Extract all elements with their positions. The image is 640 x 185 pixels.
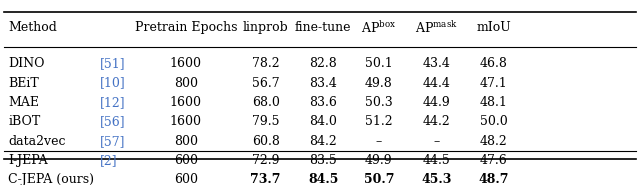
Text: 44.4: 44.4 (422, 77, 450, 90)
Text: 83.4: 83.4 (309, 77, 337, 90)
Text: linprob: linprob (243, 21, 289, 34)
Text: –: – (376, 135, 382, 148)
Text: 1600: 1600 (170, 115, 202, 128)
Text: 48.2: 48.2 (480, 135, 508, 148)
Text: [56]: [56] (100, 115, 125, 128)
Text: data2vec: data2vec (8, 135, 66, 148)
Text: 50.1: 50.1 (365, 57, 392, 70)
Text: 79.5: 79.5 (252, 115, 280, 128)
Text: 43.4: 43.4 (422, 57, 450, 70)
Text: BEiT: BEiT (8, 77, 39, 90)
Text: 51.2: 51.2 (365, 115, 392, 128)
Text: 1600: 1600 (170, 96, 202, 109)
Text: 1600: 1600 (170, 57, 202, 70)
Text: Pretrain Epochs: Pretrain Epochs (134, 21, 237, 34)
Text: 49.9: 49.9 (365, 154, 392, 167)
Text: 84.0: 84.0 (309, 115, 337, 128)
Text: 45.3: 45.3 (421, 173, 451, 185)
Text: 600: 600 (174, 173, 198, 185)
Text: I-JEPA: I-JEPA (8, 154, 48, 167)
Text: 44.9: 44.9 (422, 96, 450, 109)
Text: 73.7: 73.7 (250, 173, 281, 185)
Text: 68.0: 68.0 (252, 96, 280, 109)
Text: 48.1: 48.1 (480, 96, 508, 109)
Text: 83.5: 83.5 (309, 154, 337, 167)
Text: 600: 600 (174, 154, 198, 167)
Text: 72.9: 72.9 (252, 154, 280, 167)
Text: 56.7: 56.7 (252, 77, 280, 90)
Text: mIoU: mIoU (476, 21, 511, 34)
Text: [2]: [2] (100, 154, 117, 167)
Text: 84.5: 84.5 (308, 173, 339, 185)
Text: [57]: [57] (100, 135, 125, 148)
Text: 46.8: 46.8 (480, 57, 508, 70)
Text: 44.5: 44.5 (422, 154, 450, 167)
Text: AP$^{\rm box}$: AP$^{\rm box}$ (361, 20, 396, 36)
Text: 84.2: 84.2 (309, 135, 337, 148)
Text: 82.8: 82.8 (309, 57, 337, 70)
Text: C-JEPA (ours): C-JEPA (ours) (8, 173, 94, 185)
Text: 50.0: 50.0 (480, 115, 508, 128)
Text: DINO: DINO (8, 57, 45, 70)
Text: iBOT: iBOT (8, 115, 40, 128)
Text: [51]: [51] (100, 57, 125, 70)
Text: 50.3: 50.3 (365, 96, 392, 109)
Text: 47.6: 47.6 (480, 154, 508, 167)
Text: 49.8: 49.8 (365, 77, 392, 90)
Text: 44.2: 44.2 (422, 115, 450, 128)
Text: [10]: [10] (100, 77, 125, 90)
Text: 83.6: 83.6 (309, 96, 337, 109)
Text: 50.7: 50.7 (364, 173, 394, 185)
Text: 800: 800 (174, 135, 198, 148)
Text: 47.1: 47.1 (480, 77, 508, 90)
Text: fine-tune: fine-tune (295, 21, 351, 34)
Text: MAE: MAE (8, 96, 39, 109)
Text: –: – (433, 135, 439, 148)
Text: [12]: [12] (100, 96, 125, 109)
Text: 78.2: 78.2 (252, 57, 280, 70)
Text: Method: Method (8, 21, 57, 34)
Text: AP$^{\rm mask}$: AP$^{\rm mask}$ (415, 20, 458, 36)
Text: 60.8: 60.8 (252, 135, 280, 148)
Text: 800: 800 (174, 77, 198, 90)
Text: 48.7: 48.7 (479, 173, 509, 185)
